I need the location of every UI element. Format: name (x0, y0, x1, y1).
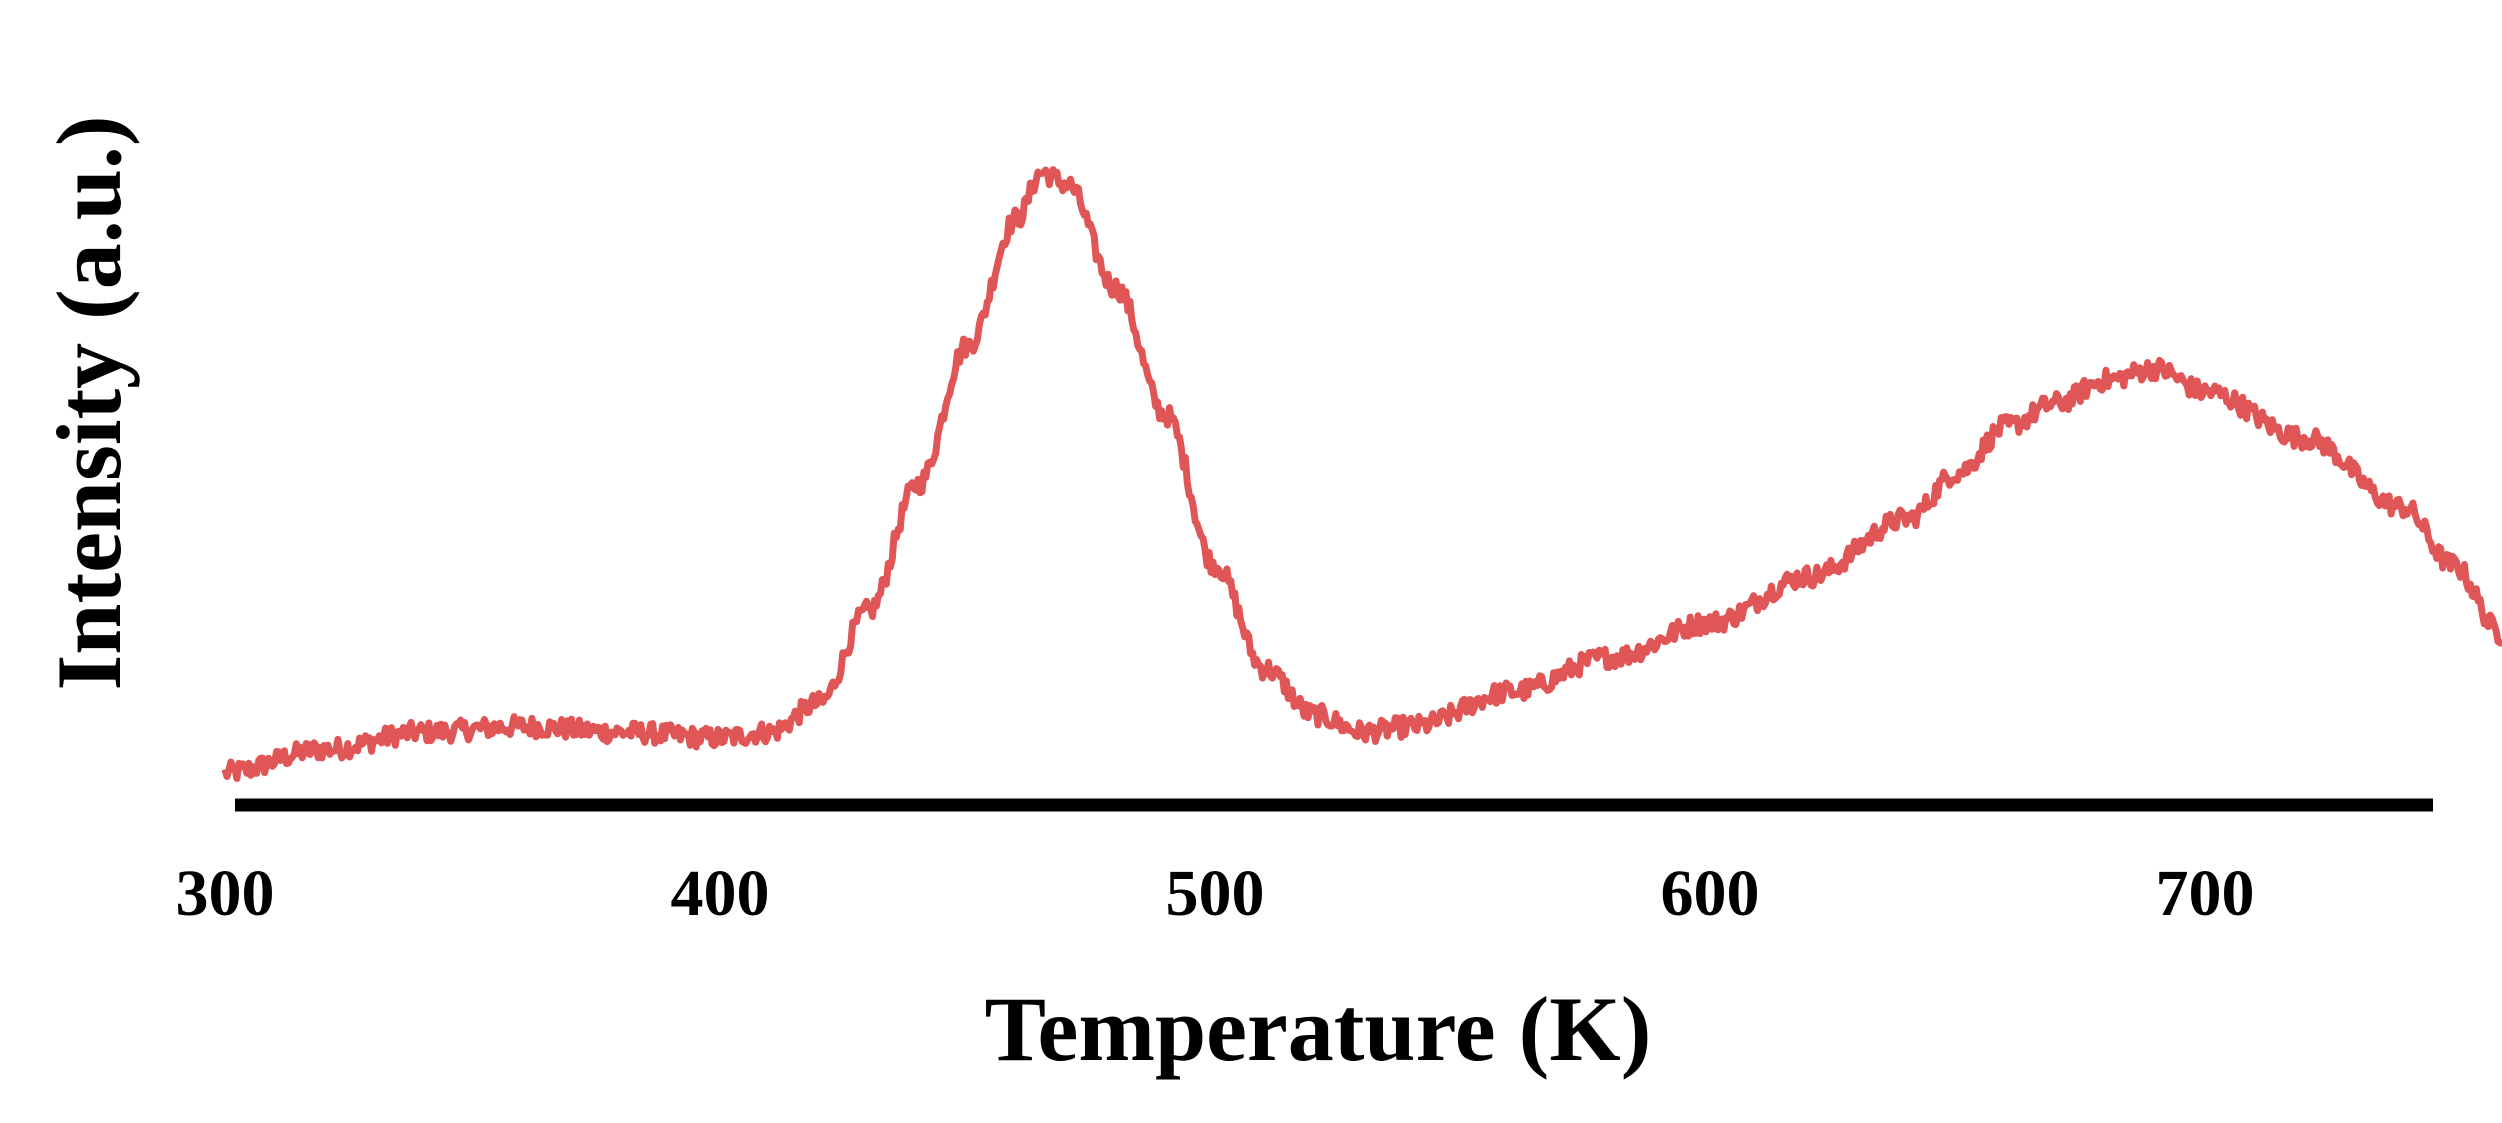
x-tick-label: 400 (671, 857, 770, 930)
series-line (221, 166, 2502, 782)
x-tick-label: 300 (176, 857, 275, 930)
plot-area (221, 166, 2502, 782)
x-axis-title: Temperature (K) (985, 978, 1652, 1080)
x-tick-label: 700 (2156, 857, 2255, 930)
x-tick-label: 500 (1166, 857, 1265, 930)
x-tick-label: 600 (1661, 857, 1760, 930)
y-axis-title: Intensity (a.u.) (38, 115, 140, 690)
x-tick-labels: 300 400 500 600 700 (176, 857, 2255, 930)
